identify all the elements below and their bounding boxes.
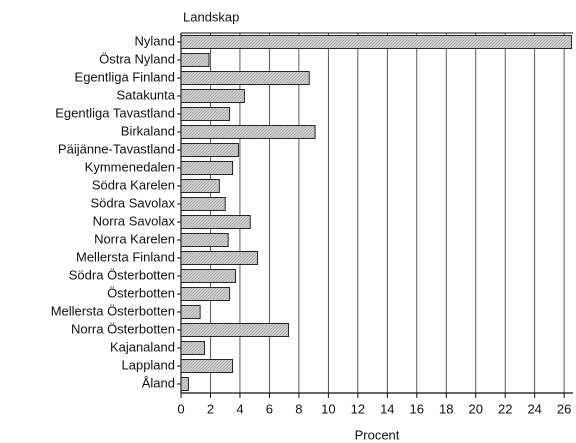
x-tick-label: 10 bbox=[321, 401, 335, 416]
y-tick-label: Östra Nyland bbox=[99, 51, 175, 66]
bar bbox=[180, 359, 234, 373]
y-tick-label: Birkaland bbox=[121, 123, 175, 138]
x-tick-label: 4 bbox=[236, 401, 243, 416]
y-tick-label: Södra Savolax bbox=[90, 195, 175, 210]
bar bbox=[180, 89, 245, 103]
bar bbox=[180, 251, 259, 265]
y-tick-label: Mellersta Finland bbox=[76, 249, 175, 264]
bar bbox=[180, 35, 572, 49]
y-tick-label: Päijänne-Tavastland bbox=[58, 141, 175, 156]
y-tick-label: Mellersta Österbotten bbox=[51, 303, 175, 318]
y-tick-label: Norra Savolax bbox=[93, 213, 176, 228]
y-tick-label: Nyland bbox=[135, 33, 175, 48]
y-tick-label: Lappland bbox=[122, 357, 176, 372]
x-tick-label: 16 bbox=[410, 401, 424, 416]
x-tick-label: 24 bbox=[527, 401, 541, 416]
y-tick-label: Norra Österbotten bbox=[71, 321, 175, 336]
x-tick-label: 2 bbox=[207, 401, 214, 416]
bar bbox=[180, 161, 234, 175]
bar bbox=[180, 215, 251, 229]
x-tick-label: 20 bbox=[469, 401, 483, 416]
bar bbox=[180, 233, 229, 247]
bar bbox=[180, 377, 189, 391]
y-tick-label: Kymmenedalen bbox=[85, 159, 175, 174]
bar bbox=[180, 53, 210, 67]
bar bbox=[180, 323, 290, 337]
y-tick-label: Södra Karelen bbox=[92, 177, 175, 192]
y-tick-label: Österbotten bbox=[107, 285, 175, 300]
y-tick-label: Kajanaland bbox=[110, 339, 175, 354]
bar bbox=[180, 125, 316, 139]
bar bbox=[180, 107, 231, 121]
bar bbox=[180, 143, 239, 157]
bar bbox=[180, 71, 310, 85]
y-tick-label: Egentliga Tavastland bbox=[55, 105, 175, 120]
y-tick-label: Egentliga Finland bbox=[75, 69, 175, 84]
x-tick-label: 6 bbox=[266, 401, 273, 416]
x-tick-label: 14 bbox=[380, 401, 394, 416]
bar bbox=[180, 179, 220, 193]
x-tick-label: 22 bbox=[498, 401, 512, 416]
y-axis-title: Landskap bbox=[183, 9, 239, 24]
x-tick-label: 12 bbox=[351, 401, 365, 416]
y-tick-label: Södra Österbotten bbox=[69, 267, 175, 282]
y-tick-label: Åland bbox=[142, 375, 175, 390]
x-tick-label: 18 bbox=[439, 401, 453, 416]
bar bbox=[180, 305, 201, 319]
y-tick-label: Norra Karelen bbox=[94, 231, 175, 246]
y-tick-label: Satakunta bbox=[116, 87, 175, 102]
bar bbox=[180, 269, 236, 283]
bar bbox=[180, 287, 231, 301]
bar bbox=[180, 197, 226, 211]
bar bbox=[180, 341, 206, 355]
x-tick-label: 26 bbox=[557, 401, 571, 416]
x-tick-label: 0 bbox=[177, 401, 184, 416]
x-tick-label: 8 bbox=[295, 401, 302, 416]
x-axis-title: Procent bbox=[355, 427, 400, 442]
